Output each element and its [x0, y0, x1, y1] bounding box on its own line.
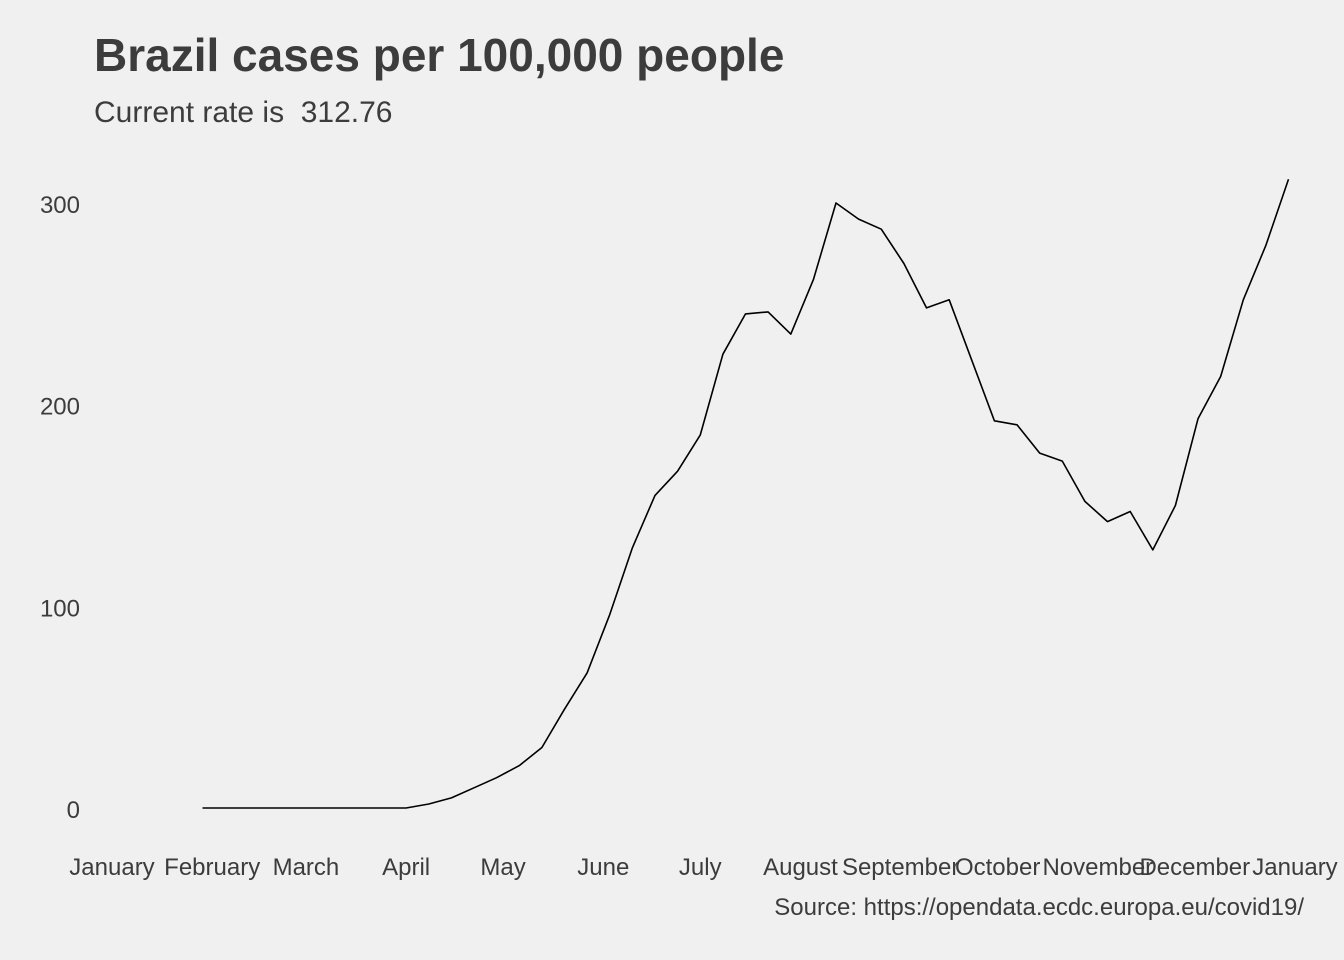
- x-tick-label: May: [480, 854, 525, 881]
- y-tick-label: 300: [40, 192, 80, 219]
- x-tick-label: March: [273, 854, 340, 881]
- x-tick-label: January: [1252, 854, 1337, 881]
- y-tick-label: 200: [40, 394, 80, 421]
- x-tick-label: June: [577, 854, 629, 881]
- y-axis: 0 100 200 300: [40, 192, 80, 824]
- x-tick-label: November: [1042, 854, 1153, 881]
- x-tick-label: August: [763, 854, 838, 881]
- source-caption: Source: https://opendata.ecdc.europa.eu/…: [774, 894, 1304, 921]
- y-tick-label: 0: [67, 797, 80, 824]
- x-tick-label: September: [842, 854, 959, 881]
- chart-title: Brazil cases per 100,000 people: [94, 29, 785, 81]
- x-axis: January February March April May June July Augu…: [69, 854, 1337, 881]
- series-layer: [202, 179, 1290, 809]
- x-tick-label: April: [382, 854, 430, 881]
- x-tick-label: July: [679, 854, 722, 881]
- x-tick-label: December: [1139, 854, 1250, 881]
- y-tick-label: 100: [40, 595, 80, 622]
- chart-subtitle: Current rate is 312.76: [94, 96, 393, 129]
- x-tick-label: October: [955, 854, 1040, 881]
- series-line: [202, 179, 1290, 809]
- x-tick-label: February: [164, 854, 260, 881]
- x-tick-label: January: [69, 854, 154, 881]
